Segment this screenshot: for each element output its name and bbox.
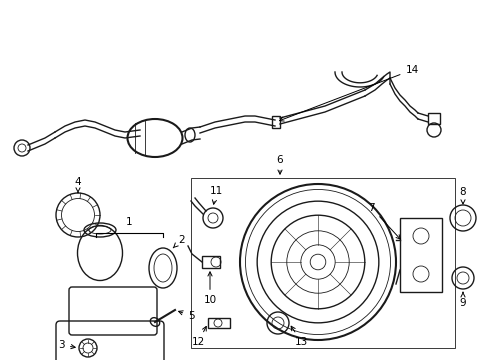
Text: 8: 8 (459, 187, 466, 204)
Text: 7: 7 (367, 203, 400, 239)
Text: 13: 13 (290, 326, 307, 347)
Bar (271, 116, 280, 128)
Text: 2: 2 (173, 235, 184, 248)
Text: 5: 5 (178, 311, 194, 321)
Text: 14: 14 (279, 65, 418, 121)
Text: 12: 12 (191, 327, 206, 347)
Text: 11: 11 (209, 186, 222, 204)
Text: 9: 9 (459, 292, 466, 308)
Text: 3: 3 (58, 340, 75, 350)
Bar (191, 178, 454, 348)
Text: 4: 4 (75, 177, 81, 193)
Bar (399, 218, 441, 292)
Bar (202, 256, 220, 268)
Text: 10: 10 (203, 272, 216, 305)
Bar (427, 113, 439, 124)
Bar (207, 318, 229, 328)
Text: 1: 1 (125, 217, 132, 227)
Text: 6: 6 (276, 155, 283, 174)
